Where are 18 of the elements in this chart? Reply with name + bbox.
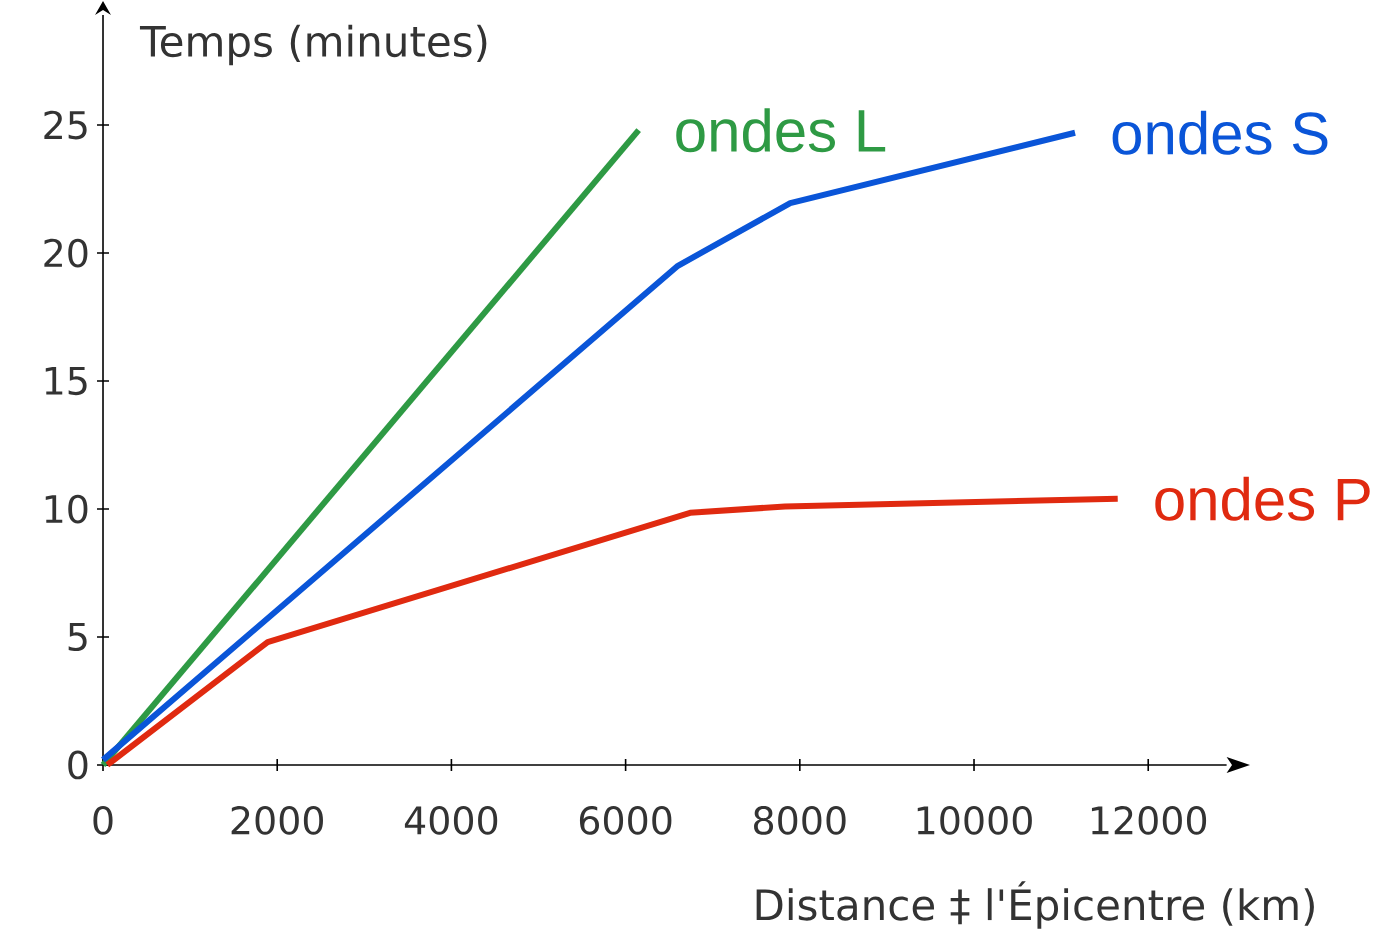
y-tick-label: 10 <box>45 494 88 524</box>
x-tick-label: 2000 <box>231 806 323 835</box>
y-axis-title: Temps (minutes) <box>139 24 487 66</box>
x-axis-title: Distance ‡ l'Épicentre (km) <box>756 881 1314 929</box>
y-tick-label: 5 <box>68 622 87 652</box>
y-tick-label: 15 <box>45 366 87 396</box>
x-tick-label: 4000 <box>404 806 498 835</box>
x-tick-label: 8000 <box>754 806 846 835</box>
x-tick-label: 0 <box>93 806 113 835</box>
y-tick-label: 25 <box>44 110 87 140</box>
series-label: ondes L <box>676 108 886 153</box>
y-tick-label: 20 <box>44 238 88 268</box>
x-tick-label: 12000 <box>1091 806 1207 835</box>
y-tick-label: 0 <box>68 750 88 780</box>
x-tick-label: 10000 <box>917 806 1032 835</box>
x-tick-label: 6000 <box>579 806 672 835</box>
series-label: ondes S <box>1112 110 1328 155</box>
series-label: ondes P <box>1155 476 1370 521</box>
